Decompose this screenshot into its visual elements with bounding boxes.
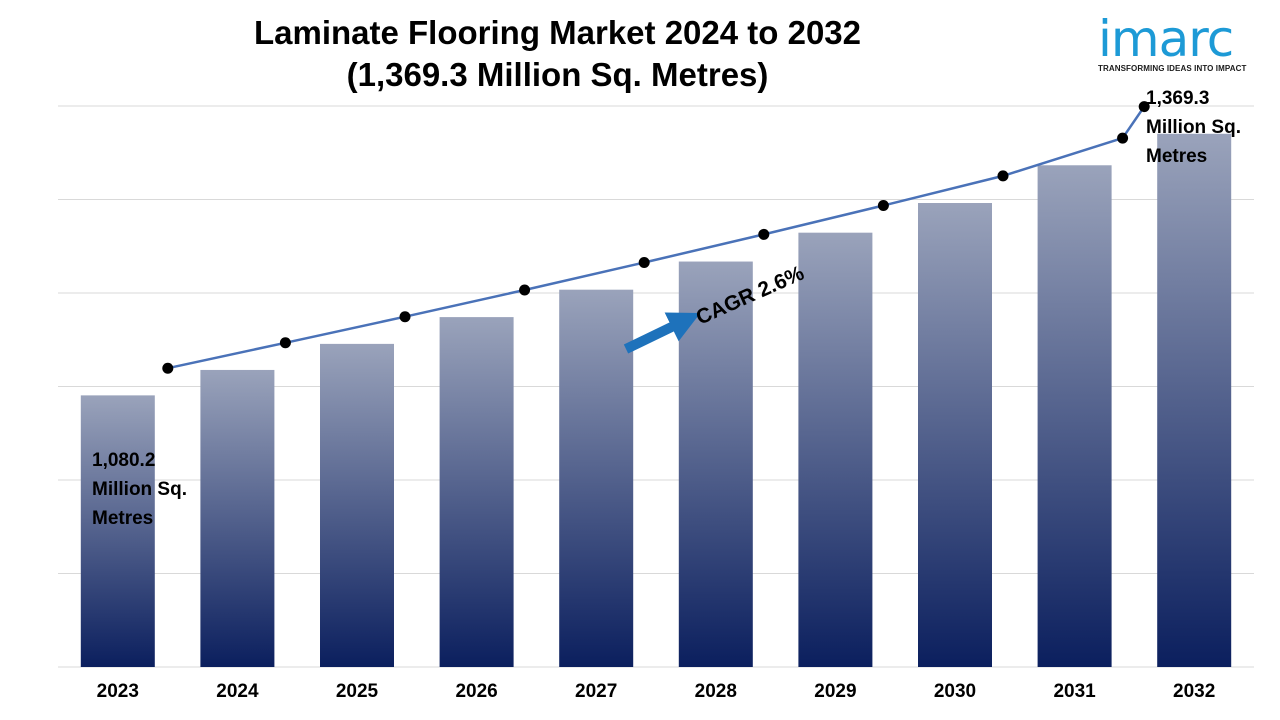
logo-tagline: TRANSFORMING IDEAS INTO IMPACT (1098, 64, 1247, 73)
chart-title: Laminate Flooring Market 2024 to 2032 (1… (100, 12, 1015, 96)
trend-point-2024 (279, 337, 291, 349)
trend-point-2031 (1117, 132, 1129, 144)
start-value-label: Metres (92, 508, 153, 529)
bars (80, 133, 1232, 667)
x-tick-label: 2025 (336, 681, 379, 702)
trend-line (162, 101, 1150, 374)
x-tick-label: 2030 (934, 681, 976, 702)
bar-2023 (80, 395, 155, 667)
trend-point-2028 (758, 228, 770, 240)
x-tick-label: 2029 (814, 681, 856, 702)
trend-point-2032 (1138, 101, 1150, 113)
title-line-2: (1,369.3 Million Sq. Metres) (346, 56, 769, 93)
imarc-logo: imarc TRANSFORMING IDEAS INTO IMPACT (1098, 12, 1258, 73)
end-value-label: Million Sq. (1146, 117, 1241, 138)
bar-2026 (439, 317, 514, 667)
trend-point-2026 (519, 284, 531, 296)
bar-2032 (1157, 133, 1232, 667)
trend-line-path (167, 105, 1146, 370)
x-tick-label: 2026 (455, 681, 497, 702)
cagr-arrow (623, 312, 701, 354)
x-tick-label: 2031 (1053, 681, 1096, 702)
x-tick-label: 2023 (97, 681, 139, 702)
x-tick-label: 2028 (695, 681, 737, 702)
title-line-1: Laminate Flooring Market 2024 to 2032 (253, 14, 862, 51)
x-tick-label: 2027 (575, 681, 617, 702)
end-value-label: Metres (1146, 146, 1207, 167)
end-value-label: 1,369.3 (1146, 88, 1209, 109)
x-tick-label: 2032 (1173, 681, 1215, 702)
bar-2025 (320, 343, 394, 667)
trend-point-2029 (877, 200, 889, 212)
bar-2024 (200, 369, 275, 667)
bar-2030 (918, 202, 992, 667)
bar-2031 (1037, 165, 1112, 667)
trend-point-2023 (162, 362, 174, 374)
start-value-label: 1,080.2 (92, 450, 155, 471)
x-tick-label: 2024 (216, 681, 259, 702)
start-value-label: Million Sq. (92, 479, 187, 500)
trend-point-2027 (638, 257, 650, 269)
logo-wordmark: imarc (1098, 10, 1234, 68)
bar-2029 (798, 232, 873, 667)
trend-point-2030 (997, 170, 1009, 182)
bar-2027 (559, 289, 634, 667)
trend-point-2025 (399, 311, 411, 323)
